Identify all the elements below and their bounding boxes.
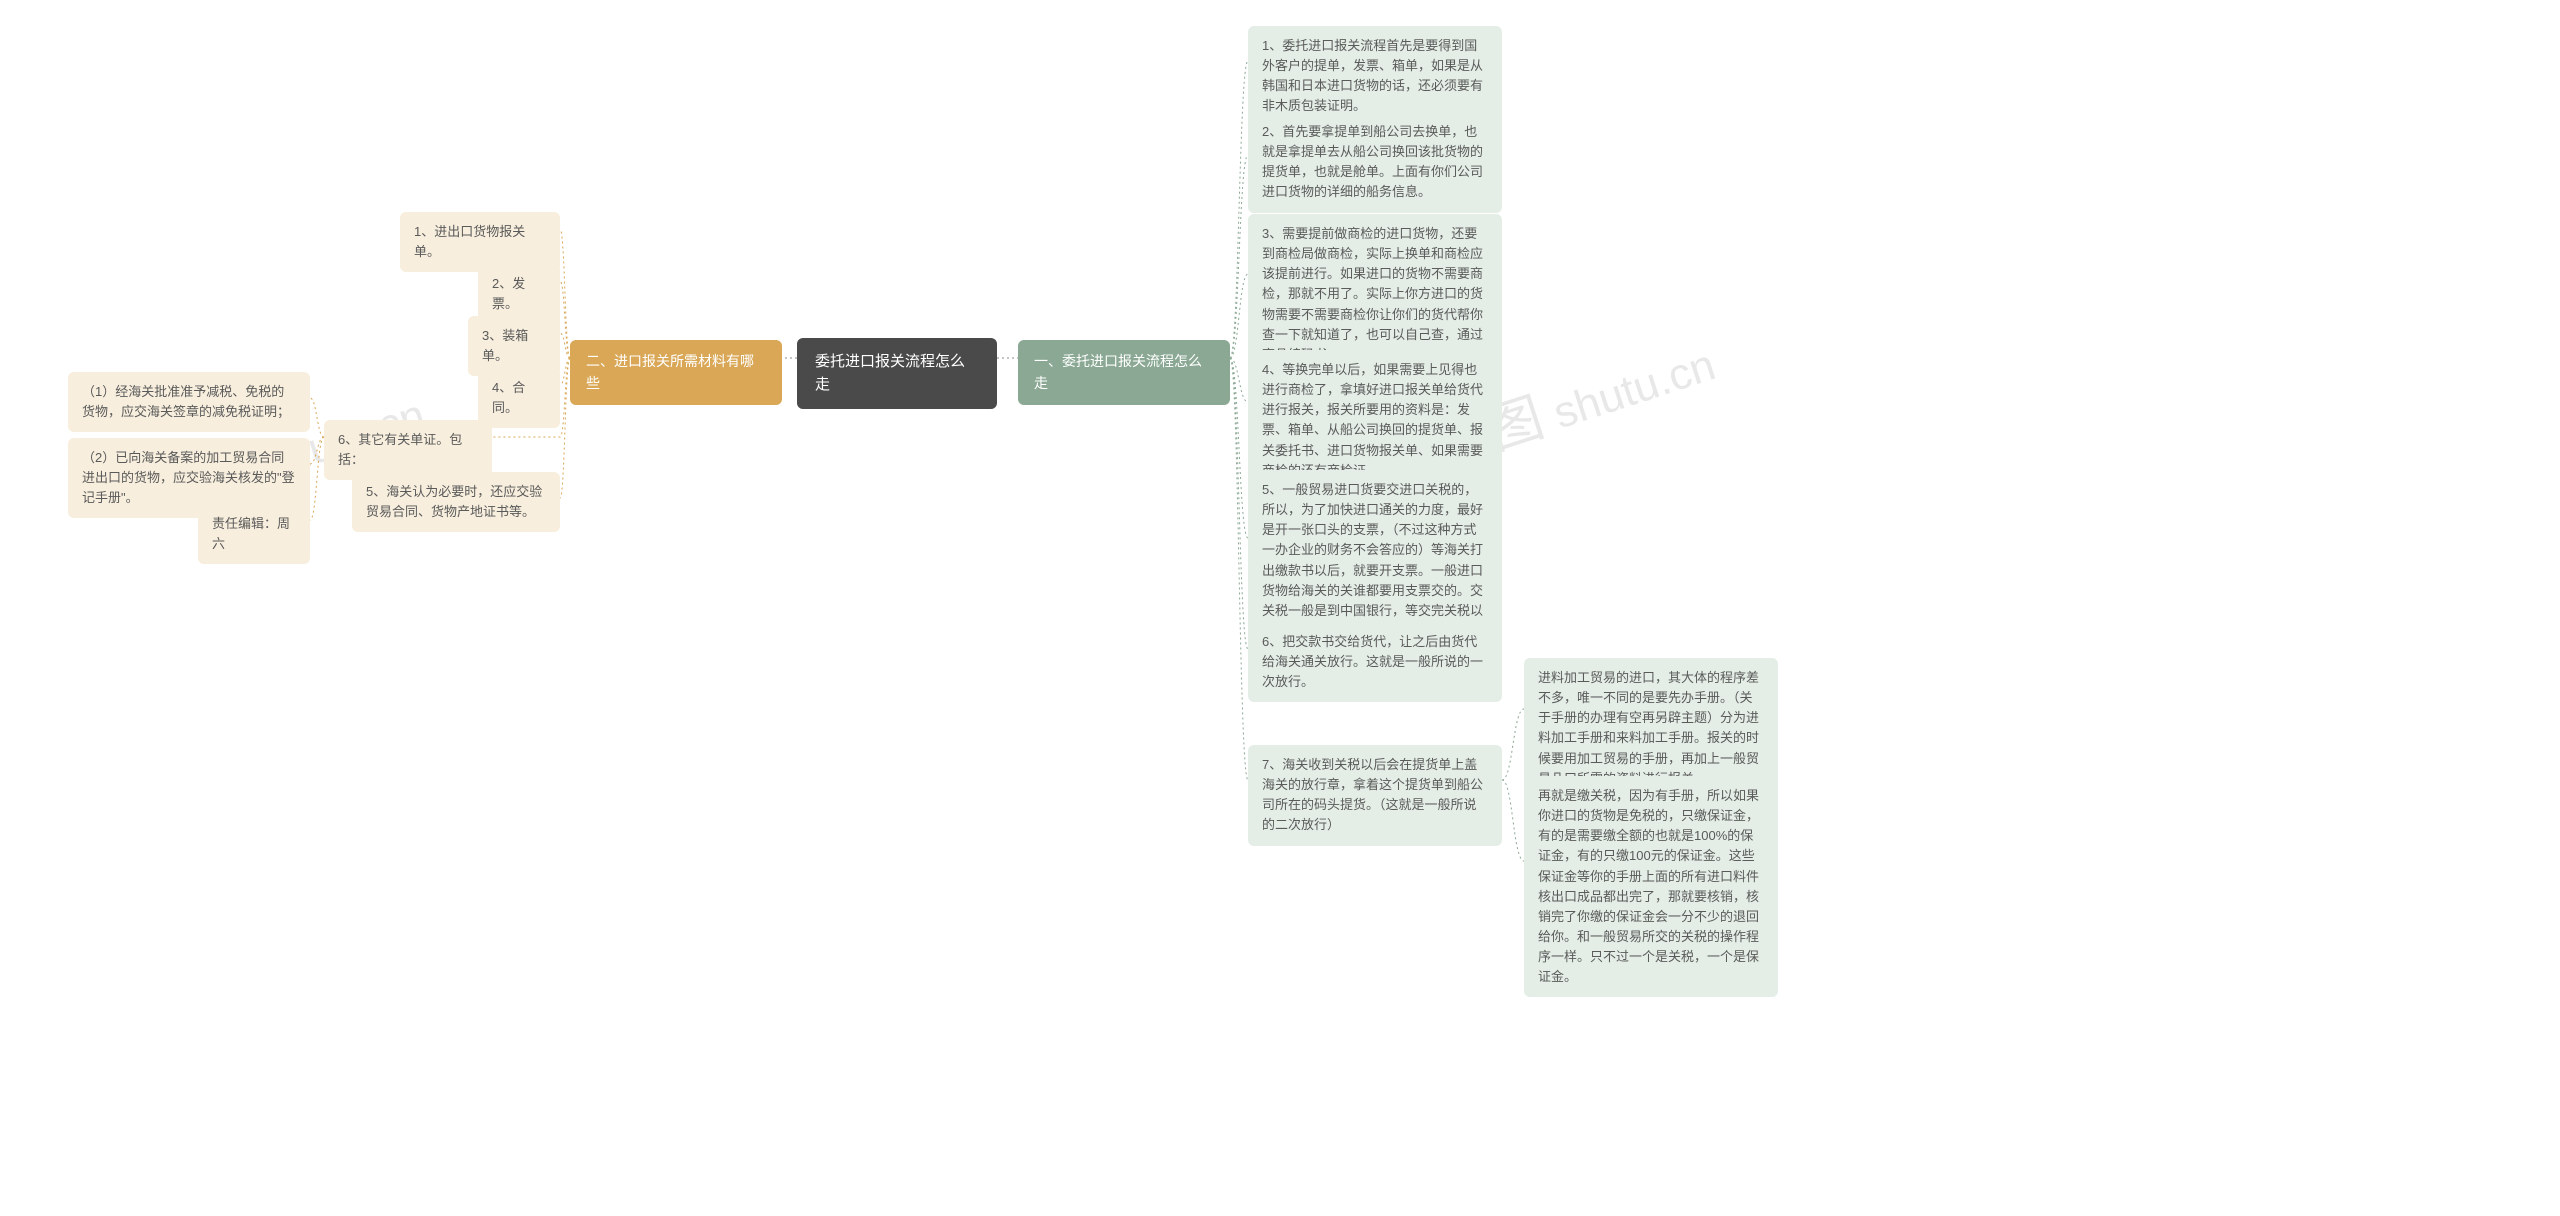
- right-leaf-2: 2、首先要拿提单到船公司去换单，也就是拿提单去从船公司换回该批货物的提货单，也就…: [1248, 112, 1502, 213]
- branch-right: 一、委托进口报关流程怎么走: [1018, 340, 1230, 405]
- right-leaf-7-child-2: 再就是缴关税，因为有手册，所以如果你进口的货物是免税的，只缴保证金，有的是需要缴…: [1524, 776, 1778, 997]
- center-node: 委托进口报关流程怎么走: [797, 338, 997, 409]
- left-leaf-4: 4、合同。: [478, 368, 560, 428]
- right-leaf-6: 6、把交款书交给货代，让之后由货代给海关通关放行。这就是一般所说的一次放行。: [1248, 622, 1502, 702]
- left-leaf-6: 5、海关认为必要时，还应交验贸易合同、货物产地证书等。: [352, 472, 560, 532]
- branch-left: 二、进口报关所需材料有哪些: [570, 340, 782, 405]
- right-leaf-7: 7、海关收到关税以后会在提货单上盖海关的放行章，拿着这个提货单到船公司所在的码头…: [1248, 745, 1502, 846]
- left-leaf-5-child-1: （1）经海关批准准予减税、免税的货物，应交海关签章的减免税证明；: [68, 372, 310, 432]
- left-leaf-5-child-3: 责任编辑：周六: [198, 504, 310, 564]
